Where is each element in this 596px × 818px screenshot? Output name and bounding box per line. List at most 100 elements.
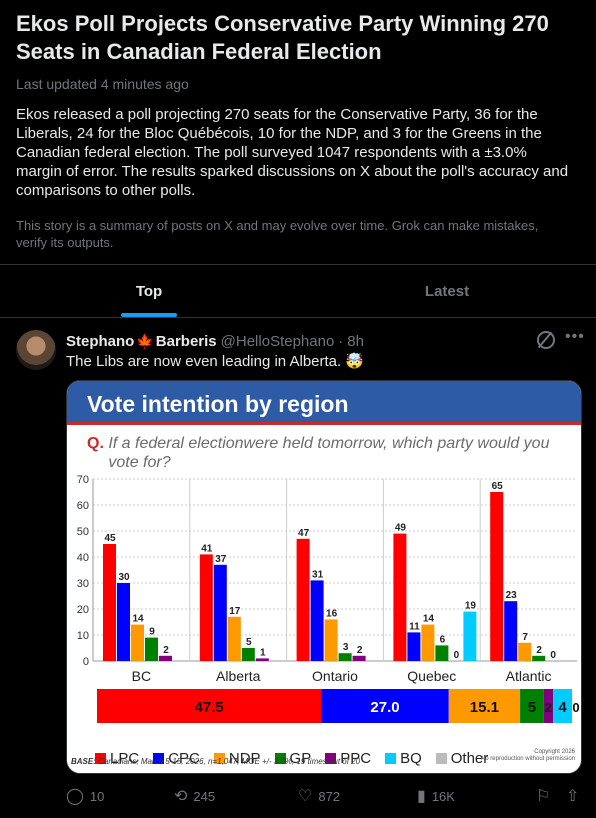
repost-count: 245 <box>193 788 216 804</box>
bar-chart-icon: ▮ <box>417 788 426 805</box>
national-segment-label: 47.5 <box>195 699 224 716</box>
reply-button[interactable]: ◯ 10 <box>66 786 104 806</box>
story-disclaimer: This story is a summary of posts on X an… <box>16 218 539 250</box>
share-button[interactable]: ⇧ <box>566 786 579 806</box>
legend-label: Other <box>450 750 489 767</box>
post-media[interactable]: Vote intention by region Q. If a federal… <box>66 380 582 774</box>
tab-latest-label: Latest <box>424 282 470 300</box>
bar-value-label: 2 <box>163 645 169 656</box>
more-icon[interactable]: ••• <box>565 328 585 345</box>
bar-value-label: 19 <box>465 601 477 612</box>
national-segment <box>448 689 521 723</box>
chart: 01020304050607045301492BC41371751Alberta… <box>77 474 580 723</box>
legend-swatch <box>95 753 106 764</box>
national-segment-label: 0 <box>572 700 579 715</box>
base-note-text: Canadians; March 5-15, 2026, n=1,047, MO… <box>98 757 361 766</box>
legend-label: LPC <box>110 750 140 767</box>
category-label: Ontario <box>312 668 358 684</box>
repost-icon: ⟲ <box>174 788 188 805</box>
bar-value-label: 9 <box>149 627 155 638</box>
y-tick-label: 30 <box>77 578 89 590</box>
y-tick-label: 10 <box>77 630 89 642</box>
tab-bar: Top Latest <box>0 265 596 317</box>
bar-ndp-quebec <box>421 624 435 661</box>
chart-question: Q. If a federal electionwere held tomorr… <box>87 434 578 472</box>
author-name[interactable]: Stephano 🍁 Barberis <box>66 333 217 350</box>
bar-value-label: 37 <box>215 554 227 565</box>
bar-cpc-bc <box>117 583 130 661</box>
bar-value-label: 2 <box>357 645 363 656</box>
bar-ppc-ontario <box>352 655 366 661</box>
bookmark-button[interactable]: ⚐ <box>536 786 550 806</box>
avatar[interactable] <box>16 330 56 370</box>
bar-value-label: 14 <box>132 614 144 625</box>
national-segment-label: 27.0 <box>370 699 399 716</box>
legend-swatch <box>435 753 447 764</box>
bar-cpc-ontario <box>310 580 324 661</box>
bar-ppc-bc <box>159 655 172 661</box>
views-button[interactable]: ▮ 16K <box>417 786 455 806</box>
y-tick-label: 50 <box>77 526 89 538</box>
legend-item: BQ <box>385 750 422 767</box>
author-first: Stephano <box>66 332 135 350</box>
bar-cpc-atlantic <box>504 601 518 661</box>
category-label: Alberta <box>216 668 261 684</box>
bar-value-label: 41 <box>201 543 213 554</box>
bar-ndp-atlantic <box>518 642 532 661</box>
legend-item: LPC <box>95 750 139 767</box>
bar-value-label: 11 <box>409 621 420 632</box>
post-time[interactable]: 8h <box>347 332 364 350</box>
question-text: If a federal electionwere held tomorrow,… <box>108 435 550 471</box>
national-segment-label: 15.1 <box>470 699 499 716</box>
category-label: Atlantic <box>506 668 552 684</box>
legend-item: Other <box>435 750 489 767</box>
last-updated: Last updated 4 minutes ago <box>16 76 189 92</box>
bar-value-label: 0 <box>454 650 460 661</box>
chart-legend: LPC CPC NDP GP PPC BQ Other <box>95 750 502 767</box>
tab-top-label: Top <box>135 282 163 300</box>
bar-gp-atlantic <box>532 655 546 661</box>
legend-swatch <box>325 753 337 764</box>
grok-icon[interactable] <box>537 331 555 349</box>
chart-banner: Vote intention by region <box>67 381 581 425</box>
bar-gp-bc <box>145 637 158 661</box>
bar-gp-alberta <box>241 648 255 661</box>
legend-item: NDP <box>213 750 261 767</box>
bar-ndp-alberta <box>227 616 241 661</box>
bar-gp-ontario <box>338 653 352 661</box>
question-prefix: Q. <box>87 435 104 452</box>
legend-item: CPC <box>153 750 200 767</box>
legend-item: GP <box>274 750 311 767</box>
like-count: 872 <box>318 788 341 804</box>
y-tick-label: 70 <box>77 474 89 486</box>
like-button[interactable]: ♡ 872 <box>298 786 340 806</box>
post-text: The Libs are now even leading in Alberta… <box>66 353 365 370</box>
base-note: BASE: Canadians; March 5-15, 2026, n=1,0… <box>71 757 360 766</box>
bar-cpc-alberta <box>213 564 227 661</box>
bar-ndp-bc <box>131 624 144 661</box>
maple-leaf-icon: 🍁 <box>136 332 154 349</box>
copyright: Copyright 2026 No reproduction without p… <box>481 749 575 763</box>
tab-latest[interactable]: Latest <box>298 265 596 317</box>
y-tick-label: 20 <box>77 604 89 616</box>
bar-ppc-alberta <box>255 658 269 661</box>
national-segment <box>520 689 544 723</box>
divider <box>0 317 596 318</box>
y-tick-label: 40 <box>77 552 89 564</box>
legend-label: BQ <box>400 750 422 767</box>
bar-value-label: 5 <box>246 637 252 648</box>
post[interactable]: Stephano 🍁 Barberis @HelloStephano · 8h … <box>0 318 596 818</box>
bar-value-label: 3 <box>343 642 349 653</box>
tab-top[interactable]: Top <box>0 265 298 317</box>
legend-swatch <box>213 753 225 764</box>
bar-value-label: 0 <box>550 650 556 661</box>
story-header: Ekos Poll Projects Conservative Party Wi… <box>16 10 582 251</box>
bar-lpc-alberta <box>199 554 213 661</box>
tab-active-indicator <box>121 313 177 317</box>
bar-cpc-quebec <box>407 632 421 661</box>
author-handle[interactable]: @HelloStephano <box>220 332 335 350</box>
repost-button[interactable]: ⟲ 245 <box>174 786 215 806</box>
legend-label: CPC <box>168 750 200 767</box>
reply-count: 10 <box>89 788 105 804</box>
bar-value-label: 7 <box>522 632 528 643</box>
